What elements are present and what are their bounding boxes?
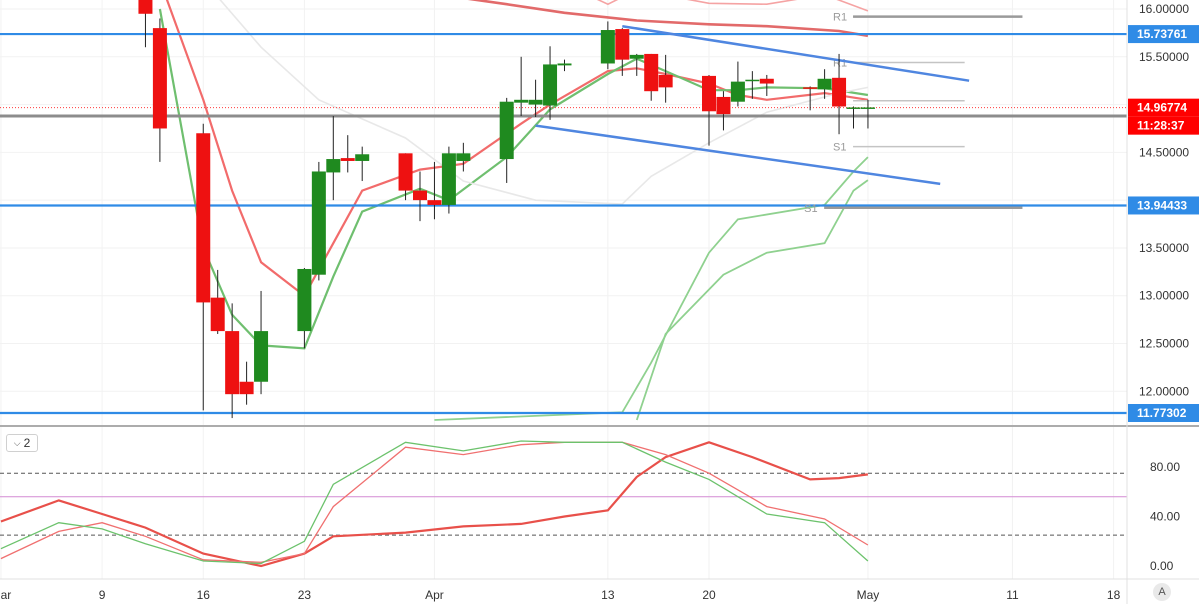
candle-body	[543, 64, 558, 106]
level-tag-2-bg	[1128, 404, 1199, 422]
x-tick-label: Mar	[0, 588, 11, 602]
candle-body	[152, 28, 167, 129]
y-tick-label: 12.50000	[1139, 337, 1189, 351]
candle-body	[846, 107, 861, 109]
candle-body	[326, 159, 341, 173]
level-tag-0: 15.73761	[1137, 27, 1187, 41]
y-tick-label: 16.00000	[1139, 2, 1189, 16]
candle-body	[730, 81, 745, 102]
osc-series-1	[0, 441, 869, 563]
candle-body	[817, 78, 832, 90]
x-tick-label: 11	[1006, 588, 1019, 602]
osc-y-tick-label: 0.00	[1150, 559, 1174, 573]
candle-body	[702, 75, 716, 112]
candle-body	[499, 101, 514, 160]
candle-body	[600, 30, 615, 64]
candle-body	[340, 158, 355, 161]
x-tick-label: 16	[197, 588, 211, 602]
candle-body	[297, 268, 312, 332]
y-tick-label: 12.00000	[1139, 384, 1189, 398]
level-tag-0-bg	[1128, 25, 1199, 44]
candle-body	[514, 99, 529, 103]
osc-series-2	[0, 440, 869, 565]
countdown-tag: 11:28:37	[1137, 119, 1185, 133]
overlay-line-3	[219, 0, 869, 205]
osc-y-tick-label: 40.00	[1150, 510, 1180, 524]
candle-body	[254, 331, 269, 382]
indicator-legend-label: 2	[23, 436, 31, 450]
overlay-line-1	[158, 8, 869, 350]
candle-body	[658, 74, 673, 88]
pivot-label-4: S1	[804, 203, 817, 215]
oscillator-pane	[0, 427, 1127, 579]
candle-body	[716, 96, 731, 115]
candle-body	[225, 331, 240, 395]
candle-body	[311, 171, 326, 275]
overlay-line-6	[635, 179, 869, 421]
candle-body	[398, 153, 413, 191]
x-tick-label: 9	[99, 588, 106, 602]
x-tick-label: Apr	[425, 588, 444, 602]
auto-scale-button[interactable]: A	[1153, 583, 1171, 601]
pivot-label-0: R1	[833, 12, 847, 24]
x-tick-label: May	[857, 588, 880, 602]
overlay-line-5	[434, 156, 869, 421]
candle-body	[629, 54, 644, 59]
osc-y-tick-label: 80.00	[1150, 460, 1180, 474]
overlay-line-4	[596, 0, 869, 12]
current-price-tag: 14.96774	[1137, 101, 1187, 115]
candle-body	[138, 0, 153, 14]
candle-body	[427, 200, 442, 205]
level-tag-1-bg	[1128, 196, 1199, 215]
candle-body	[210, 297, 225, 332]
pivot-label-3: S1	[833, 142, 846, 154]
candle-body	[456, 153, 471, 161]
countdown-tag-bg	[1128, 116, 1199, 135]
candle-body	[441, 153, 456, 205]
candle-body	[239, 381, 254, 395]
y-tick-label: 13.50000	[1139, 241, 1189, 255]
x-tick-label: 20	[702, 588, 716, 602]
y-tick-label: 14.50000	[1139, 145, 1189, 159]
candle-body	[759, 78, 774, 84]
y-tick-label: 15.50000	[1139, 50, 1189, 64]
x-tick-label: 13	[601, 588, 615, 602]
channel-line-0	[622, 24, 970, 82]
candle-body	[196, 133, 211, 303]
current-price-tag-bg	[1128, 98, 1199, 117]
level-tag-2: 11.77302	[1137, 406, 1187, 420]
candle-body	[803, 87, 818, 89]
x-tick-label: 23	[298, 588, 312, 602]
candle-body	[860, 107, 875, 109]
candle-body	[615, 29, 630, 60]
candle-body	[644, 53, 659, 92]
candle-body	[528, 99, 543, 105]
level-tag-1: 13.94433	[1137, 198, 1187, 212]
candle-body	[557, 63, 572, 66]
main-pane: R1R1PS1S1	[0, 0, 1127, 425]
candle-body	[745, 79, 760, 82]
candle-body	[355, 154, 370, 161]
x-tick-label: 18	[1107, 588, 1121, 602]
indicator-legend[interactable]: ⌵ 2	[6, 434, 38, 452]
channel-line-1	[535, 124, 941, 186]
candle-body	[832, 77, 847, 107]
candle-body	[413, 190, 427, 201]
overlay-line-2	[467, 0, 869, 38]
chevron-down-icon: ⌵	[13, 437, 21, 448]
osc-series-0	[0, 441, 869, 568]
y-tick-label: 13.00000	[1139, 289, 1189, 303]
